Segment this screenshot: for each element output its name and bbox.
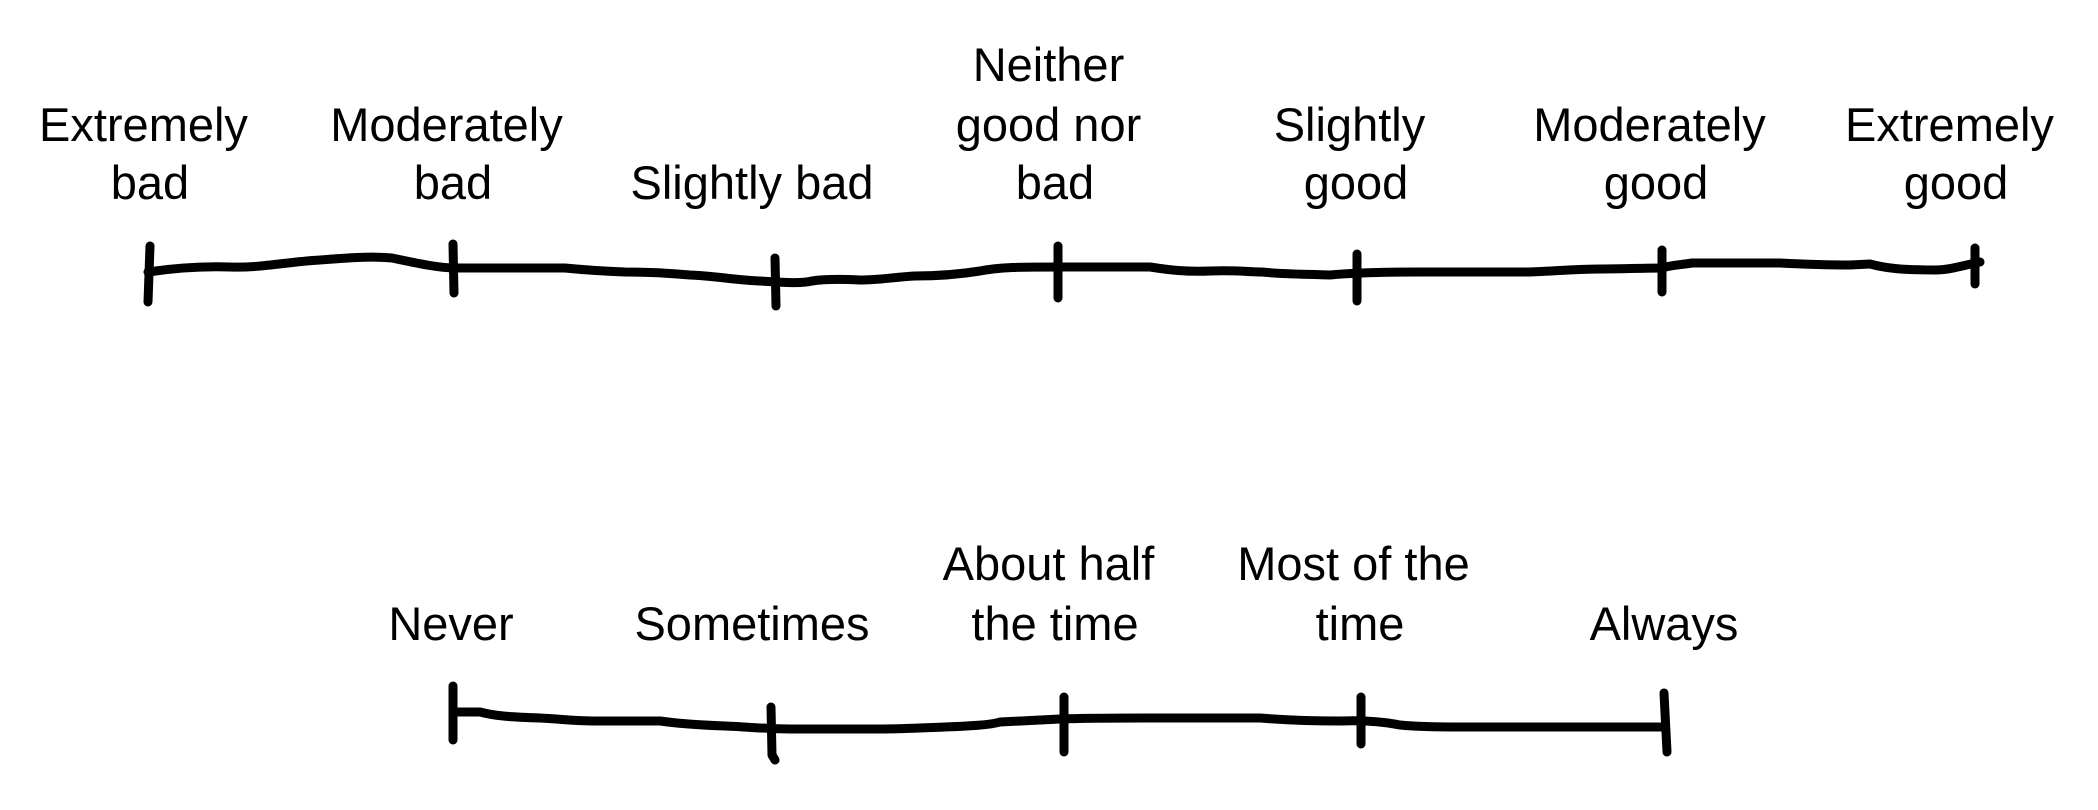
quality-label-2: Moderately bad (330, 98, 576, 209)
frequency-label-3: About half the time (943, 537, 1168, 650)
quality-label-1: Extremely bad (39, 98, 261, 209)
quality-label-7: Extremely good (1845, 98, 2067, 209)
frequency-scale-line (450, 707, 1670, 734)
quality-tick-3 (770, 253, 781, 311)
quality-label-6: Moderately good (1533, 98, 1779, 209)
frequency-label-1: Never (388, 597, 513, 650)
frequency-label-5: Always (1590, 597, 1739, 650)
frequency-label-4: Most of the time (1237, 537, 1483, 650)
frequency-label-2: Sometimes (634, 597, 869, 650)
quality-label-4: Neither good nor bad (956, 38, 1155, 209)
quality-scale-line (143, 252, 1985, 288)
quality-label-5: Slightly good (1274, 98, 1439, 209)
frequency-scale: Never Sometimes About half the time Most… (388, 537, 1739, 765)
frequency-tick-2 (766, 702, 780, 765)
quality-label-3: Slightly bad (631, 156, 874, 209)
quality-scale: Extremely bad Moderately bad Slightly ba… (39, 38, 2067, 311)
quality-tick-2 (448, 239, 459, 298)
quality-tick-1 (143, 241, 155, 307)
frequency-tick-5 (1659, 688, 1672, 757)
